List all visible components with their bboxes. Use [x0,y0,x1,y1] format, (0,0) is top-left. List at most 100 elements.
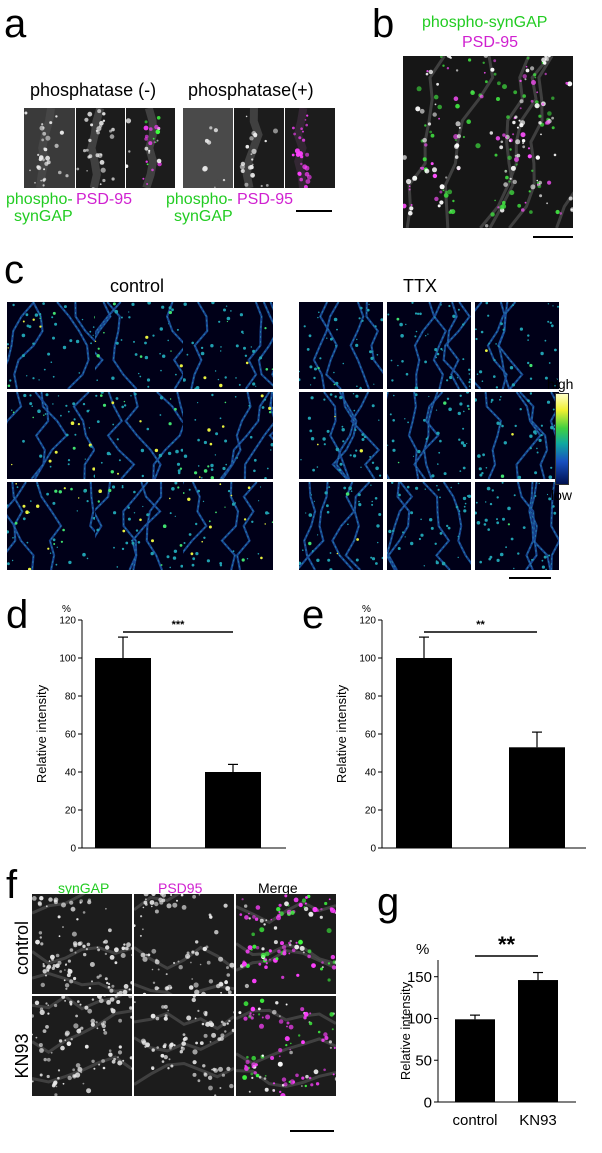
heatmap-render [387,482,471,570]
panel-a-channel-psd95: PSD-95 [76,191,132,209]
significance-stars: ** [498,932,516,957]
micrograph-render [285,108,335,188]
heatmap-ttx-1-2 [387,302,471,389]
x-category-label: KN93 [519,1112,557,1129]
heatmap-render [7,482,97,570]
micrograph-a-minus-phospho [24,108,75,188]
micrograph-a-minus-psd95 [76,108,125,188]
panel-a-channel-phospho-line2-b: synGAP [174,208,233,226]
heatmap-ttx-3-3 [475,482,559,570]
scale-bar-c [509,577,551,579]
micrograph-render [32,894,132,994]
micrograph-render [32,996,132,1096]
bar-TTX [205,772,261,848]
micrograph-render [134,996,234,1096]
y-tick-label: 100 [359,654,376,665]
heatmap-render [183,482,273,570]
panel-label-b: b [372,4,394,44]
significance-stars: ** [476,619,485,631]
micrograph-f-control-psd95 [134,894,234,994]
y-tick-label: 50 [415,1052,432,1069]
heatmap-ttx-2-3 [475,392,559,479]
micrograph-f-kn93-synGAP [32,996,132,1096]
micrograph-a-plus-phospho [183,108,233,188]
y-tick-label: 120 [59,616,76,627]
heatmap-render [7,302,97,389]
y-unit: % [362,604,371,615]
micrograph-a-minus-merge [126,108,175,188]
heatmap-render [183,302,273,389]
y-tick-label: 60 [65,730,77,741]
micrograph-a-plus-psd95 [234,108,284,188]
panel-a-title-phosphatase-minus: phosphatase (-) [30,80,156,100]
y-tick-label: 120 [359,616,376,627]
micrograph-render [126,108,175,188]
scale-bar-b [533,236,573,238]
significance-stars: *** [172,619,186,631]
heatmap-control-2-3 [183,392,273,479]
y-tick-label: 0 [370,844,376,855]
y-tick-label: 100 [59,654,76,665]
bar-KN93 [509,747,565,848]
heatmap-render [95,482,185,570]
micrograph-render [76,108,125,188]
bar-control [95,658,151,848]
panel-b-channel-psd95: PSD-95 [462,34,518,52]
micrograph-f-control-merge [236,894,336,994]
colorbar-label-high: high [547,376,573,392]
heatmap-control-1-1 [7,302,97,389]
heatmap-render [387,392,471,479]
heatmap-render [387,302,471,389]
heatmap-control-1-2 [95,302,185,389]
bar-KN93 [518,980,558,1102]
colorbar [555,393,569,485]
panel-b-channel-phospho-synGAP: phospho-synGAP [422,14,547,32]
y-unit: % [62,604,71,615]
heatmap-render [299,302,383,389]
panel-f-row-control: control [12,918,32,978]
y-tick-label: 0 [424,1094,432,1111]
colorbar-label-low: low [551,487,572,503]
micrograph-f-kn93-psd95 [134,996,234,1096]
micrograph-f-control-synGAP [32,894,132,994]
y-tick-label: 80 [65,692,77,703]
y-tick-label: 20 [65,806,77,817]
bar-control [396,658,452,848]
heatmap-render [299,482,383,570]
x-category-label: control [452,1112,497,1129]
y-tick-label: 40 [365,768,377,779]
heatmap-render [475,392,559,479]
scale-bar-a [296,210,332,212]
y-unit: % [416,941,429,958]
panel-a-channel-phospho-line1-b: phospho- [166,191,233,209]
heatmap-control-3-3 [183,482,273,570]
heatmap-control-1-3 [183,302,273,389]
heatmap-ttx-2-2 [387,392,471,479]
heatmap-ttx-2-1 [299,392,383,479]
heatmap-ttx-1-1 [299,302,383,389]
heatmap-ttx-3-2 [387,482,471,570]
micrograph-f-kn93-merge [236,996,336,1096]
micrograph-render [403,56,573,228]
panel-c-title-control: control [110,276,164,296]
panel-a-channel-phospho-line1: phospho- [6,191,73,209]
micrograph-render [134,894,234,994]
panel-label-a: a [4,4,26,44]
heatmap-render [95,392,185,479]
panel-c-title-ttx: TTX [403,276,437,296]
panel-label-f: f [6,865,17,905]
heatmap-control-3-1 [7,482,97,570]
heatmap-render [299,392,383,479]
y-tick-label: 60 [365,730,377,741]
panel-label-g: g [377,882,399,922]
heatmap-render [7,392,97,479]
y-axis-label: Relative intensity [334,684,349,783]
micrograph-render [234,108,284,188]
panel-a-title-phosphatase-plus: phosphatase(+) [188,80,314,100]
heatmap-render [475,482,559,570]
y-axis-label: Relative intensity [398,981,413,1080]
panel-a-channel-phospho-line2: synGAP [14,208,73,226]
micrograph-render [183,108,233,188]
